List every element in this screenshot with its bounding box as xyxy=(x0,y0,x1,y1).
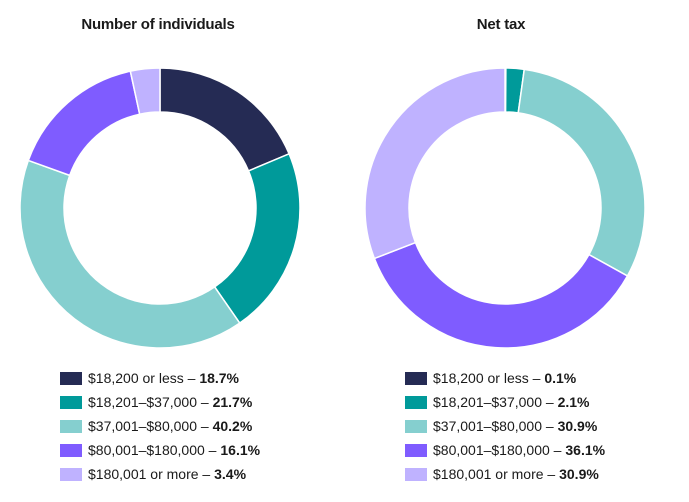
legend-value: 0.1% xyxy=(544,370,577,386)
legend-item: $18,200 or less – 18.7% xyxy=(60,366,260,390)
legend-item: $180,001 or more – 3.4% xyxy=(60,462,260,486)
legend-swatch xyxy=(60,371,82,385)
legend-value: 16.1% xyxy=(220,442,261,458)
chart-net-tax: Net tax $18,200 or less – 0.1% $18,201–$… xyxy=(345,0,689,502)
legend-item: $18,201–$37,000 – 21.7% xyxy=(60,390,260,414)
legend-value: 3.4% xyxy=(214,466,247,482)
legend-individuals: $18,200 or less – 18.7% $18,201–$37,000 … xyxy=(60,366,260,486)
donut-slice xyxy=(517,68,646,277)
donut-net-tax xyxy=(364,67,646,349)
legend-label: $37,001–$80,000 xyxy=(88,418,197,434)
donut-slice xyxy=(364,67,506,260)
legend-net-tax: $18,200 or less – 0.1% $18,201–$37,000 –… xyxy=(405,366,605,486)
legend-value: 36.1% xyxy=(565,442,606,458)
legend-swatch xyxy=(60,467,82,481)
legend-item: $37,001–$80,000 – 40.2% xyxy=(60,414,260,438)
legend-label: $18,200 or less xyxy=(88,370,184,386)
donut-slice xyxy=(213,152,301,325)
donut-slice xyxy=(129,67,161,116)
legend-item: $180,001 or more – 30.9% xyxy=(405,462,605,486)
legend-label: $80,001–$180,000 xyxy=(433,442,550,458)
legend-item: $18,201–$37,000 – 2.1% xyxy=(405,390,605,414)
legend-label: $18,200 or less xyxy=(433,370,529,386)
donut-slice xyxy=(27,70,141,177)
chart-title: Number of individuals xyxy=(81,16,235,33)
legend-swatch xyxy=(60,443,82,457)
legend-label: $18,201–$37,000 xyxy=(433,394,542,410)
legend-swatch xyxy=(60,419,82,433)
legend-item: $80,001–$180,000 – 16.1% xyxy=(60,438,260,462)
legend-swatch xyxy=(405,371,427,385)
legend-value: 40.2% xyxy=(212,418,253,434)
legend-label: $180,001 or more xyxy=(88,466,199,482)
donut-slice xyxy=(19,159,241,349)
legend-item: $37,001–$80,000 – 30.9% xyxy=(405,414,605,438)
legend-item: $80,001–$180,000 – 36.1% xyxy=(405,438,605,462)
chart-individuals: Number of individuals $18,200 or less – … xyxy=(0,0,344,502)
chart-title: Net tax xyxy=(476,16,526,33)
legend-value: 2.1% xyxy=(557,394,590,410)
legend-label: $80,001–$180,000 xyxy=(88,442,205,458)
legend-label: $180,001 or more xyxy=(433,466,544,482)
legend-swatch xyxy=(405,419,427,433)
legend-label: $18,201–$37,000 xyxy=(88,394,197,410)
donut-individuals xyxy=(19,67,301,349)
legend-swatch xyxy=(405,467,427,481)
legend-value: 18.7% xyxy=(199,370,240,386)
legend-label: $37,001–$80,000 xyxy=(433,418,542,434)
legend-swatch xyxy=(405,443,427,457)
legend-value: 30.9% xyxy=(559,466,599,482)
legend-swatch xyxy=(60,395,82,409)
legend-swatch xyxy=(405,395,427,409)
legend-value: 21.7% xyxy=(212,394,253,410)
donut-slice xyxy=(373,241,629,349)
legend-value: 30.9% xyxy=(557,418,598,434)
legend-item: $18,200 or less – 0.1% xyxy=(405,366,605,390)
donut-slice xyxy=(159,67,291,172)
